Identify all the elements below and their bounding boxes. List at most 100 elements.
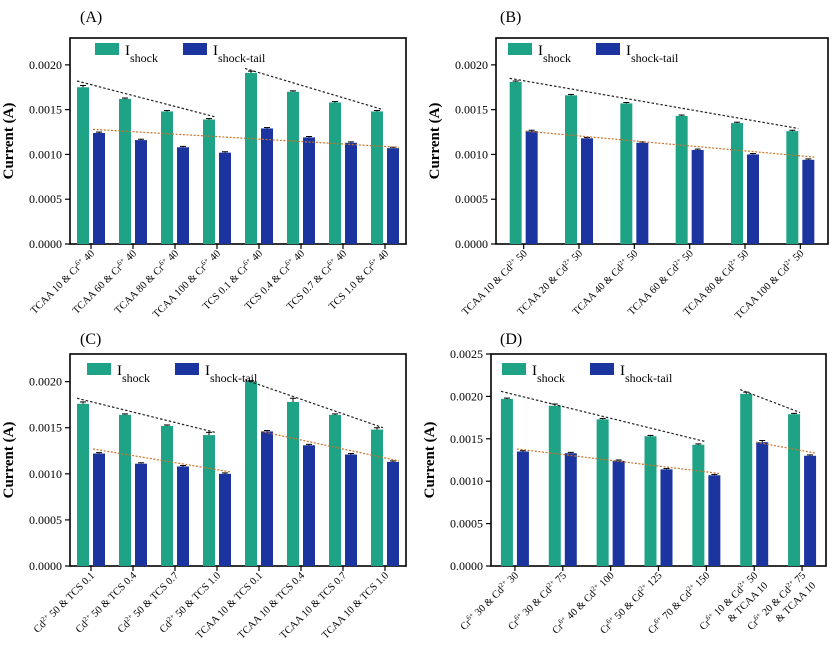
- legend: Ishock Ishock-tail: [508, 43, 679, 65]
- bar-ishock: [675, 115, 688, 244]
- y-axis-label: Current (A): [1, 422, 17, 499]
- trendline-ishock: [76, 80, 216, 118]
- bar-ishock-tail: [177, 466, 189, 566]
- legend-label-ishock-tail: Ishock-tail: [213, 43, 266, 65]
- bar-ishock-tail: [303, 137, 315, 244]
- legend-label-ishock: Ishock: [532, 363, 565, 385]
- bar-ishock-tail: [516, 451, 529, 566]
- legend-label-ishock-tail: Ishock-tail: [205, 363, 258, 385]
- bar-ishock-tail: [135, 463, 147, 566]
- bar-ishock-tail: [219, 152, 231, 244]
- bar-ishock: [371, 429, 383, 566]
- legend-swatch-ishock-tail: [596, 43, 620, 55]
- bar-ishock-tail: [802, 159, 815, 244]
- y-tick-label: 0.0000: [455, 237, 488, 251]
- legend-swatch-ishock: [502, 363, 526, 375]
- y-tick-label: 0.0000: [450, 559, 483, 573]
- bar-ishock-tail: [261, 431, 273, 566]
- bar-ishock: [245, 72, 257, 244]
- bar-ishock-tail: [177, 147, 189, 244]
- panel-a: 0.0000 0.0005 0.0010 0.0015 0.0020 Current (A…: [1, 9, 407, 320]
- legend-swatch-ishock-tail: [590, 363, 614, 375]
- bar-ishock-tail: [303, 445, 315, 566]
- legend-swatch-ishock-tail: [183, 43, 207, 55]
- plot-frame: [490, 353, 827, 567]
- bar-ishock-tail: [636, 142, 649, 244]
- bar-ishock: [731, 123, 743, 244]
- bar-ishock: [245, 381, 257, 566]
- bar-ishock-tail: [756, 442, 769, 566]
- bar-ishock-tail: [93, 132, 105, 244]
- legend-label-ishock-tail: Ishock-tail: [626, 43, 679, 65]
- bar-ishock-tail: [387, 461, 399, 566]
- legend: Ishock Ishock-tail: [502, 363, 673, 385]
- bar-ishock: [161, 111, 173, 244]
- trendline-ishock: [76, 397, 216, 433]
- bar-ishock: [786, 131, 799, 244]
- bar-ishock-tail: [804, 455, 817, 566]
- bar-ishock-tail: [219, 473, 231, 566]
- panel-d: 0.0000 0.0005 0.0010 0.0015 0.0020 0.0025 Curr…: [422, 331, 827, 637]
- y-tick-label: 0.0005: [29, 513, 62, 527]
- legend-label-ishock-tail: Ishock-tail: [620, 363, 673, 385]
- trendline-ishock-tail: [516, 448, 721, 475]
- y-tick-label: 0.0000: [29, 237, 62, 251]
- legend-swatch-ishock: [95, 43, 119, 55]
- panel-c: 0.0000 0.0005 0.0010 0.0015 0.0020 Current (A…: [1, 331, 407, 641]
- plot-frame: [69, 353, 407, 567]
- bar-ishock: [329, 414, 341, 566]
- bar-ishock: [203, 119, 215, 244]
- bar-ishock-tail: [691, 149, 704, 244]
- bar-ishock: [119, 98, 131, 244]
- trendline-ishock: [500, 390, 705, 442]
- bar-ishock-tail: [581, 138, 593, 244]
- bar-ishock: [203, 435, 215, 566]
- legend-swatch-ishock-tail: [175, 363, 199, 375]
- trendline-ishock-tail: [525, 130, 815, 158]
- trendline-ishock: [509, 77, 799, 130]
- bar-ishock-tail: [261, 128, 273, 244]
- y-tick-label: 0.0015: [450, 432, 483, 446]
- panel-label: (D): [500, 331, 522, 348]
- y-tick-label: 0.0010: [455, 147, 488, 161]
- trendline-ishock: [739, 389, 801, 414]
- y-tick-label: 0.0015: [29, 421, 62, 435]
- bar-ishock: [161, 425, 173, 566]
- y-tick-label: 0.0000: [29, 559, 62, 573]
- bar-ishock: [371, 111, 383, 244]
- panel-b: 0.0000 0.0005 0.0010 0.0015 0.0020 Current (A…: [427, 9, 829, 322]
- y-tick-label: 0.0020: [450, 389, 483, 403]
- legend-swatch-ishock: [87, 363, 111, 375]
- bar-ishock-tail: [387, 148, 399, 244]
- bar-ishock: [548, 405, 561, 566]
- panel-label: (C): [80, 331, 101, 348]
- y-tick-label: 0.0015: [455, 103, 488, 117]
- bar-ishock: [565, 95, 577, 244]
- bar-ishock-tail: [93, 453, 105, 566]
- bar-ishock-tail: [747, 154, 759, 244]
- trendline-ishock: [244, 67, 384, 111]
- plot-frame: [69, 37, 407, 245]
- bar-ishock: [788, 414, 801, 566]
- y-tick-label: 0.0010: [29, 147, 62, 161]
- y-tick-label: 0.0010: [29, 467, 62, 481]
- y-tick-label: 0.0020: [29, 58, 62, 72]
- trendline-ishock-tail: [92, 128, 400, 148]
- bar-ishock: [329, 102, 341, 244]
- bar-ishock: [692, 444, 705, 566]
- bar-ishock: [596, 419, 609, 566]
- bar-ishock: [740, 393, 753, 566]
- legend: Ishock Ishock-tail: [87, 363, 258, 385]
- y-tick-label: 0.0005: [455, 192, 488, 206]
- y-tick-label: 0.0015: [29, 103, 62, 117]
- bar-ishock-tail: [660, 469, 673, 566]
- bar-ishock: [287, 91, 299, 244]
- y-tick-label: 0.0025: [450, 347, 483, 361]
- bar-ishock: [77, 87, 89, 245]
- trendline-ishock-tail: [92, 448, 232, 473]
- bar-ishock: [500, 398, 513, 566]
- y-tick-label: 0.0010: [450, 474, 483, 488]
- bar-ishock: [77, 403, 89, 566]
- legend-label-ishock: Ishock: [117, 363, 150, 385]
